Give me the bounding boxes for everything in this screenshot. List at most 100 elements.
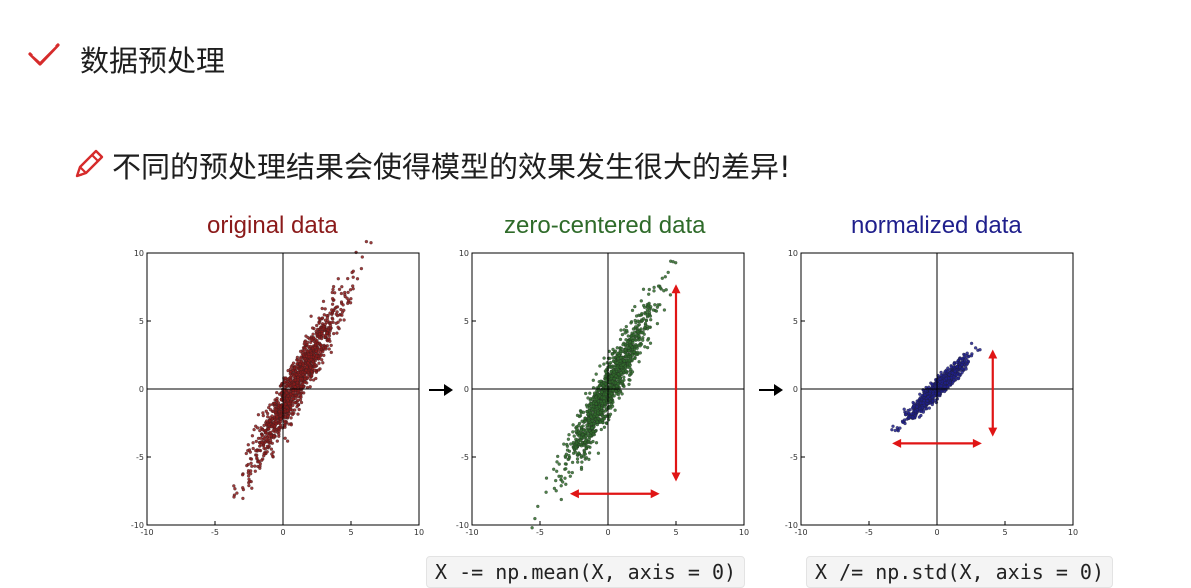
data-point xyxy=(638,351,642,355)
data-point xyxy=(969,354,974,358)
data-point xyxy=(973,346,978,350)
data-point xyxy=(295,380,300,385)
data-point xyxy=(563,462,568,466)
data-point xyxy=(947,372,951,377)
data-point xyxy=(319,343,323,347)
data-point xyxy=(641,338,645,342)
data-point xyxy=(311,378,316,382)
y-tick-label: 10 xyxy=(134,249,144,258)
data-point xyxy=(559,484,563,488)
data-point xyxy=(647,292,651,296)
data-point xyxy=(918,392,922,396)
data-point xyxy=(272,424,277,428)
data-point xyxy=(329,343,333,348)
data-point xyxy=(260,458,264,462)
data-point xyxy=(334,312,338,316)
data-point xyxy=(604,392,608,397)
data-point xyxy=(604,378,608,382)
data-point xyxy=(326,337,331,341)
data-point xyxy=(591,429,595,434)
data-point xyxy=(593,412,597,417)
data-point xyxy=(293,401,297,405)
data-point xyxy=(612,370,616,374)
data-point xyxy=(275,390,279,395)
data-point xyxy=(340,313,344,317)
data-point xyxy=(579,425,584,429)
data-point xyxy=(608,360,613,365)
x-tick-label: 0 xyxy=(934,528,939,537)
data-point xyxy=(277,434,281,438)
data-point xyxy=(284,391,289,395)
data-point xyxy=(909,412,914,416)
data-point xyxy=(309,314,313,318)
data-point xyxy=(591,404,595,409)
data-point xyxy=(249,461,253,465)
data-point xyxy=(348,301,353,305)
data-point xyxy=(570,470,574,475)
data-point xyxy=(310,326,315,330)
data-point xyxy=(955,373,959,377)
data-point xyxy=(645,313,650,317)
data-point xyxy=(297,407,301,412)
data-point xyxy=(575,413,580,418)
data-point xyxy=(598,410,603,415)
data-point xyxy=(652,289,656,293)
data-point xyxy=(554,478,558,483)
data-point xyxy=(668,293,673,297)
data-point xyxy=(643,325,647,330)
data-point xyxy=(571,423,575,427)
data-point xyxy=(584,391,588,396)
y-tick-label: 5 xyxy=(139,317,144,326)
data-point xyxy=(599,427,603,432)
data-point xyxy=(262,446,266,450)
data-point xyxy=(355,277,360,281)
data-point xyxy=(629,336,634,341)
data-point xyxy=(596,451,601,455)
data-point xyxy=(288,378,293,382)
data-point xyxy=(622,375,626,379)
data-point xyxy=(351,269,355,273)
data-point xyxy=(591,378,595,382)
data-point xyxy=(608,383,613,387)
data-point xyxy=(600,390,604,394)
data-point xyxy=(627,373,632,377)
data-point xyxy=(274,419,278,424)
data-point xyxy=(939,384,943,388)
data-point xyxy=(348,288,353,292)
data-point xyxy=(902,407,906,411)
data-point xyxy=(286,414,290,418)
data-point xyxy=(579,409,583,414)
data-point xyxy=(253,469,257,473)
data-point xyxy=(576,460,580,464)
y-tick-label: -10 xyxy=(131,521,144,530)
data-point xyxy=(611,356,615,360)
data-point xyxy=(309,357,313,362)
data-point xyxy=(570,460,575,465)
data-point xyxy=(342,318,346,322)
data-point xyxy=(619,355,623,360)
data-point xyxy=(630,308,635,313)
data-point xyxy=(311,332,315,336)
data-point xyxy=(584,446,588,451)
data-point xyxy=(247,483,251,488)
data-point xyxy=(266,415,270,419)
data-point xyxy=(264,409,268,413)
data-point xyxy=(255,456,259,460)
data-point xyxy=(319,354,323,358)
data-point xyxy=(320,331,324,336)
data-point xyxy=(618,359,623,363)
range-arrow xyxy=(988,349,998,437)
data-point xyxy=(938,377,942,381)
data-point xyxy=(256,413,261,417)
data-point xyxy=(295,355,300,360)
data-point xyxy=(664,288,668,292)
data-point xyxy=(944,376,948,381)
data-point xyxy=(628,378,632,382)
data-point xyxy=(958,365,962,369)
data-point xyxy=(671,260,675,264)
data-point xyxy=(898,426,902,430)
data-point xyxy=(656,303,660,307)
data-point xyxy=(294,393,298,398)
arrow-right-icon xyxy=(429,384,453,396)
data-point xyxy=(616,382,620,386)
